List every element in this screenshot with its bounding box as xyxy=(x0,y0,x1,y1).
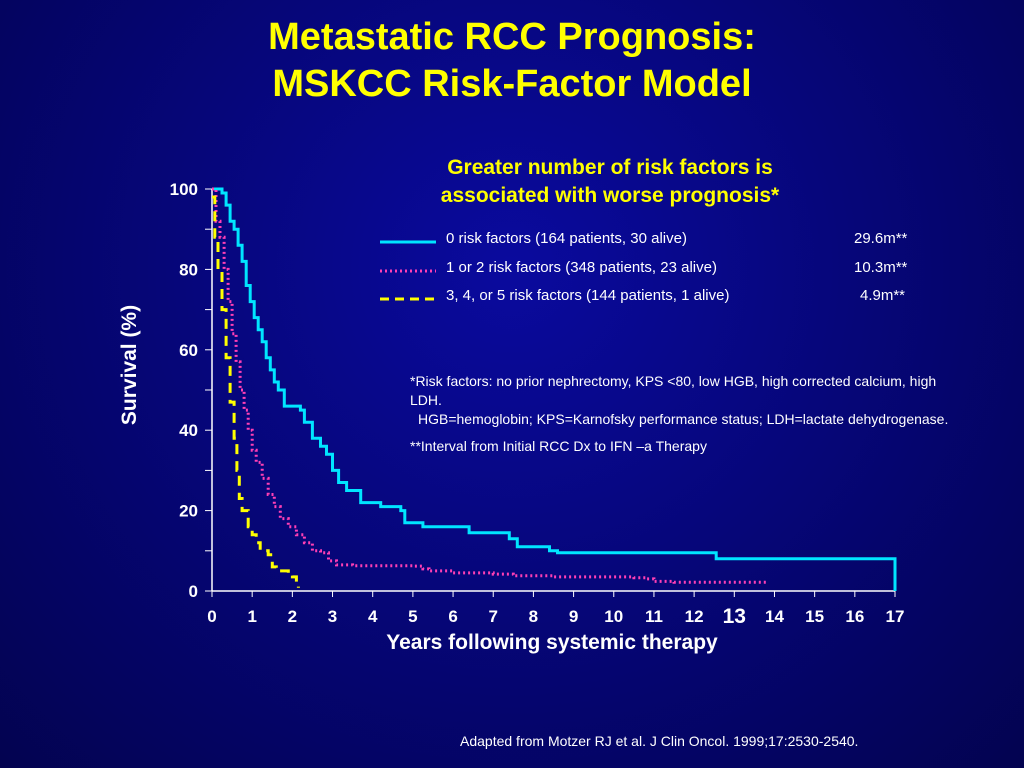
x-tick-label: 9 xyxy=(569,607,578,626)
series-line-3 xyxy=(212,195,300,588)
footnote-risk-factors: *Risk factors: no prior nephrectomy, KPS… xyxy=(410,373,937,408)
legend-median-3-5-risk: 4.9m** xyxy=(860,287,906,304)
series-line-1 xyxy=(212,187,897,591)
y-tick-label: 80 xyxy=(179,260,198,279)
x-tick-label: 5 xyxy=(408,607,417,626)
chart-subtitle-line-1: Greater number of risk factors is xyxy=(447,156,773,179)
legend-swatch-3-5-risk xyxy=(380,297,436,301)
y-tick-label: 20 xyxy=(179,502,198,521)
y-tick-label: 0 xyxy=(189,582,198,601)
x-tick-label: 2 xyxy=(288,607,297,626)
y-tick-label: 40 xyxy=(179,421,198,440)
legend-swatch-1-2-risk xyxy=(380,269,436,273)
legend-label-0-risk: 0 risk factors (164 patients, 30 alive) xyxy=(446,230,687,247)
chart-subtitle: Greater number of risk factors is associ… xyxy=(380,154,840,210)
x-axis-label: Years following systemic therapy xyxy=(386,631,718,654)
x-tick-label: 1 xyxy=(247,607,256,626)
legend-median-0-risk: 29.6m** xyxy=(854,230,908,247)
footnotes: *Risk factors: no prior nephrectomy, KPS… xyxy=(410,372,970,456)
x-tick-label: 14 xyxy=(765,607,784,626)
slide-title-line-1: Metastatic RCC Prognosis: xyxy=(268,16,756,58)
source-citation: Adapted from Motzer RJ et al. J Clin Onc… xyxy=(460,733,859,749)
legend-median-1-2-risk: 10.3m** xyxy=(854,259,908,276)
x-tick-label: 7 xyxy=(489,607,498,626)
x-tick-label: 3 xyxy=(328,607,337,626)
legend-item-1-2-risk: 1 or 2 risk factors (348 patients, 23 al… xyxy=(380,259,940,279)
slide-title: Metastatic RCC Prognosis: MSKCC Risk-Fac… xyxy=(0,14,1024,108)
x-tick-label: 0 xyxy=(207,607,216,626)
x-tick-label: 8 xyxy=(529,607,538,626)
x-tick-label: 10 xyxy=(604,607,623,626)
y-tick-label: 60 xyxy=(179,341,198,360)
series-line-2 xyxy=(212,187,767,584)
legend-label-1-2-risk: 1 or 2 risk factors (348 patients, 23 al… xyxy=(446,259,717,276)
chart-subtitle-line-2: associated with worse prognosis* xyxy=(440,184,780,207)
footnote-interval: **Interval from Initial RCC Dx to IFN –a… xyxy=(410,438,707,454)
x-tick-label: 13 xyxy=(723,605,746,628)
chart-series xyxy=(212,187,897,591)
x-tick-label: 6 xyxy=(448,607,457,626)
x-tick-label: 17 xyxy=(886,607,905,626)
y-tick-label: 100 xyxy=(170,180,198,199)
legend-label-3-5-risk: 3, 4, or 5 risk factors (144 patients, 1… xyxy=(446,287,730,304)
x-tick-label: 4 xyxy=(368,607,378,626)
legend-item-3-5-risk: 3, 4, or 5 risk factors (144 patients, 1… xyxy=(380,287,940,307)
legend-swatch-0-risk xyxy=(380,240,436,244)
x-tick-label: 12 xyxy=(685,607,704,626)
x-tick-label: 16 xyxy=(845,607,864,626)
slide-title-line-2: MSKCC Risk-Factor Model xyxy=(272,63,752,105)
x-tick-label: 15 xyxy=(805,607,824,626)
x-tick-label: 11 xyxy=(645,607,663,626)
footnote-abbreviations: HGB=hemoglobin; KPS=Karnofsky performanc… xyxy=(418,411,949,427)
legend-item-0-risk: 0 risk factors (164 patients, 30 alive) … xyxy=(380,230,940,250)
